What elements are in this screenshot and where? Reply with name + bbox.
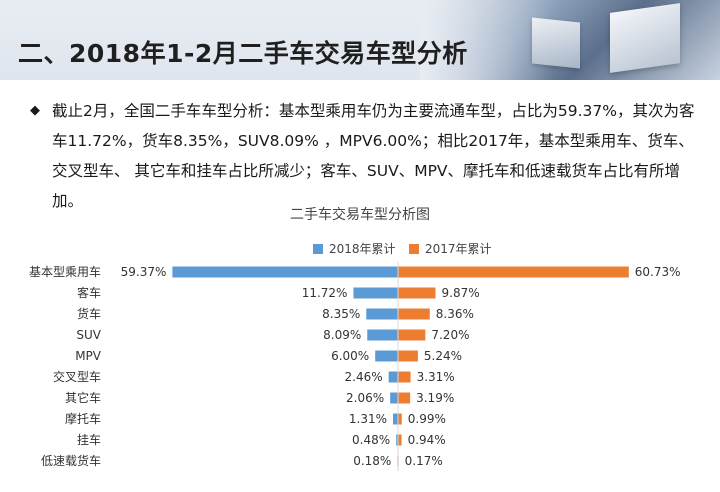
bar-2018	[172, 266, 398, 278]
category-label: 交叉型车	[53, 369, 101, 384]
bar-2018	[393, 413, 398, 425]
category-label: 摩托车	[65, 411, 101, 426]
bar-2018	[366, 308, 398, 320]
data-label-2018: 6.00%	[331, 349, 369, 363]
bar-2018	[353, 287, 398, 299]
data-label-2018: 59.37%	[121, 265, 167, 279]
bar-2017	[398, 329, 426, 341]
legend-swatch-2017	[409, 243, 419, 254]
bar-2017	[398, 287, 436, 299]
category-label: 低速载货车	[41, 453, 101, 468]
data-label-2018: 8.35%	[322, 307, 360, 321]
data-label-2017: 0.99%	[408, 412, 446, 426]
chart-legend: 2018年累计 2017年累计	[0, 240, 720, 258]
bar-2017	[398, 308, 430, 320]
legend-label-2017: 2017年累计	[425, 242, 492, 256]
header-banner: 二、2018年1-2月二手车交易车型分析	[0, 0, 720, 80]
category-label: 基本型乘用车	[29, 264, 101, 279]
legend-item-2018: 2018年累计	[313, 240, 396, 257]
header-decoration-image	[420, 0, 720, 80]
data-label-2017: 0.94%	[408, 433, 446, 447]
data-label-2018: 0.18%	[353, 454, 391, 468]
category-label: 客车	[77, 285, 101, 300]
summary-paragraph: ◆ 截止2月，全国二手车车型分析：基本型乘用车仍为主要流通车型，占比为59.37…	[30, 96, 698, 216]
diamond-bullet-icon: ◆	[30, 103, 40, 118]
data-label-2017: 7.20%	[431, 328, 469, 342]
data-label-2018: 2.46%	[345, 370, 383, 384]
bar-2018	[367, 329, 398, 341]
bar-2018	[396, 434, 398, 446]
data-label-2018: 2.06%	[346, 391, 384, 405]
bar-2017	[398, 392, 411, 404]
data-label-2017: 9.87%	[442, 286, 480, 300]
chart-title: 二手车交易车型分析图	[290, 207, 430, 223]
bar-2017	[398, 350, 418, 362]
category-label: MPV	[75, 349, 102, 363]
data-label-2017: 5.24%	[424, 349, 462, 363]
data-label-2018: 11.72%	[302, 286, 348, 300]
data-label-2017: 3.31%	[417, 370, 455, 384]
bar-2017	[398, 434, 402, 446]
data-label-2017: 8.36%	[436, 307, 474, 321]
bar-2017	[398, 371, 411, 383]
summary-text: 截止2月，全国二手车车型分析：基本型乘用车仍为主要流通车型，占比为59.37%，…	[52, 102, 695, 210]
bar-2018	[388, 371, 398, 383]
data-label-2018: 1.31%	[349, 412, 387, 426]
bar-2018	[375, 350, 398, 362]
category-label: 货车	[77, 306, 101, 321]
data-label-2018: 8.09%	[323, 328, 361, 342]
page-title: 二、2018年1-2月二手车交易车型分析	[18, 39, 468, 68]
bar-2017	[398, 266, 629, 278]
legend-item-2017: 2017年累计	[409, 240, 492, 257]
legend-label-2018: 2018年累计	[329, 242, 396, 256]
bar-2018	[390, 392, 398, 404]
category-label: 挂车	[77, 432, 101, 447]
category-label: 其它车	[65, 390, 101, 405]
data-label-2017: 0.17%	[405, 454, 443, 468]
bar-2017	[398, 413, 402, 425]
data-label-2018: 0.48%	[352, 433, 390, 447]
data-label-2017: 60.73%	[635, 265, 681, 279]
category-label: SUV	[76, 328, 101, 342]
data-label-2017: 3.19%	[416, 391, 454, 405]
legend-swatch-2018	[313, 243, 323, 254]
